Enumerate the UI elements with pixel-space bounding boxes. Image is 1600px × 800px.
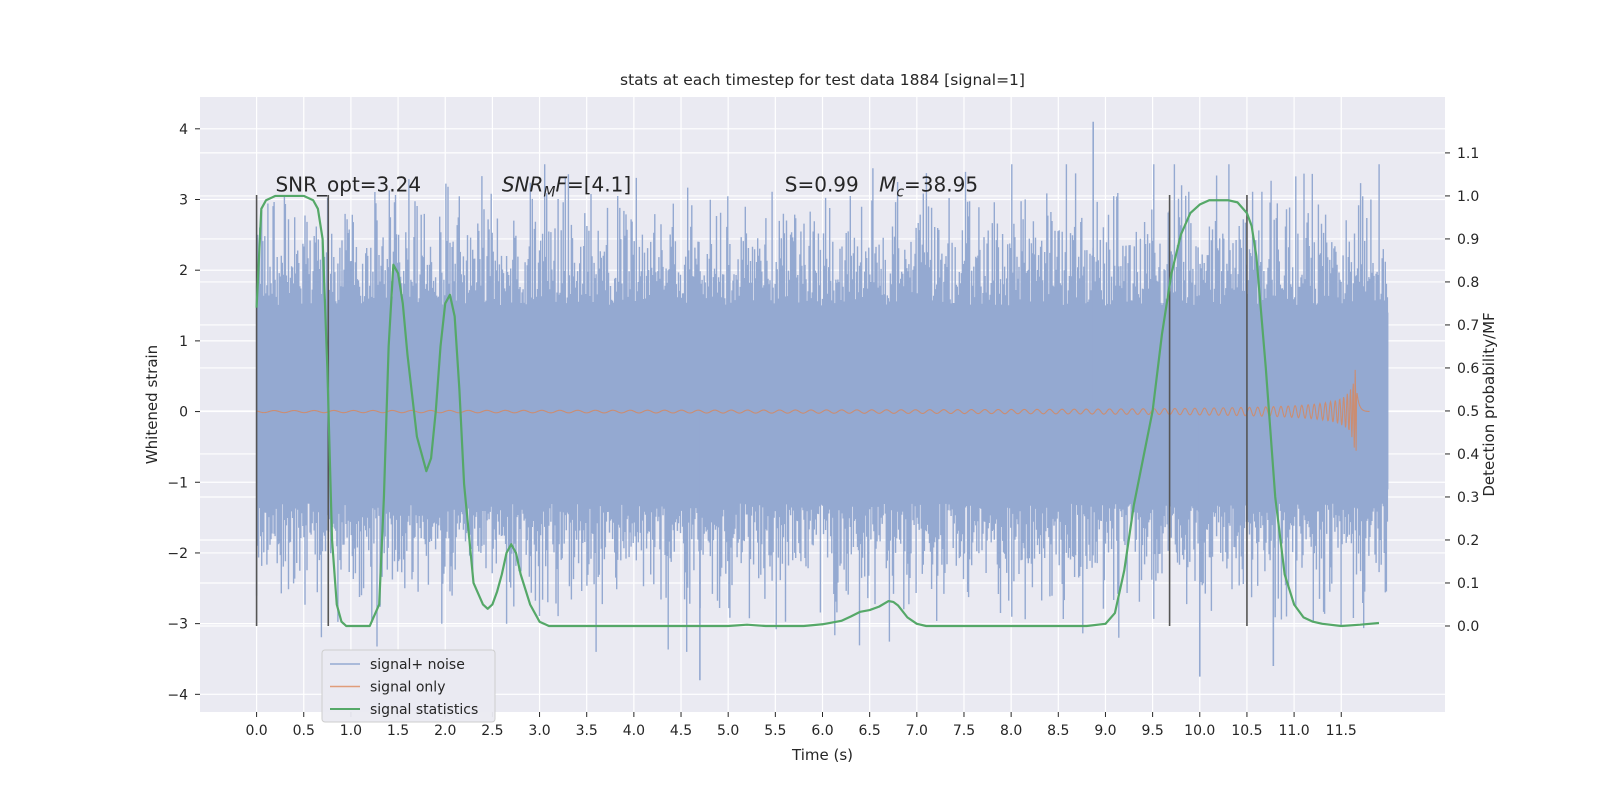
- annotation-suffix-italic: F: [555, 173, 567, 197]
- x-tick-label: 3.5: [576, 723, 598, 739]
- legend: signal+ noise signal only signal statistic…: [321, 649, 496, 723]
- x-tick-label: 10.5: [1231, 723, 1262, 739]
- x-tick-label: 6.5: [859, 723, 881, 739]
- y-right-tick-label: 0.5: [1457, 404, 1479, 420]
- y-axis-right: 0.0 0.1 0.2 0.3 0.4 0.5 0.6 0.7 0.8 0.9 1.0 1.1: [1445, 146, 1479, 635]
- x-tick-label: 7.0: [906, 723, 928, 739]
- signal-statistics-series: [255, 194, 1380, 628]
- x-tick-label: 0.5: [293, 723, 315, 739]
- legend-label: signal statistics: [370, 702, 478, 718]
- x-tick-label: 10.0: [1184, 723, 1215, 739]
- y-right-tick-label: 0.8: [1457, 275, 1479, 291]
- annotation-sub: M: [543, 185, 555, 201]
- annotation: SNRMF=[4.1]: [502, 173, 631, 201]
- y-right-tick-label: 0.3: [1457, 490, 1479, 506]
- annotation: Mc=38.95: [879, 173, 978, 201]
- signal-only-series: [256, 369, 1370, 451]
- x-tick-label: 5.5: [764, 723, 786, 739]
- x-tick-label: 3.0: [528, 723, 550, 739]
- annotation-suffix: =38.95: [904, 173, 978, 197]
- x-tick-label: 11.0: [1279, 723, 1310, 739]
- y-left-tick-label: 4: [179, 122, 188, 138]
- x-tick-label: 2.0: [434, 723, 456, 739]
- y-left-tick-label: −2: [167, 546, 188, 562]
- y-axis-right-label: Detection probability/MF: [1480, 312, 1498, 496]
- x-axis: 0.0 0.5 1.0 1.5 2.0 2.5 3.0 3.5 4.0 4.5 5.0 5.5 6.0 6…: [245, 712, 1357, 739]
- y-right-tick-label: 0.9: [1457, 232, 1479, 248]
- annotation-main: SNR_opt=3.24: [275, 173, 421, 197]
- annotation-main: S: [785, 173, 798, 197]
- annotation-main: SNR: [502, 173, 544, 197]
- legend-label: signal+ noise: [370, 657, 465, 673]
- y-right-tick-label: 0.4: [1457, 447, 1479, 463]
- signal-noise-series: [255, 121, 1389, 681]
- y-left-tick-label: −3: [167, 617, 188, 633]
- signal-only-line: [256, 369, 1370, 451]
- annotation-sub: c: [896, 185, 904, 201]
- x-tick-label: 7.5: [953, 723, 975, 739]
- x-axis-label: Time (s): [791, 746, 853, 764]
- annotation: SNR_opt=3.24: [275, 173, 421, 197]
- x-tick-label: 1.0: [340, 723, 362, 739]
- x-tick-label: 8.0: [1000, 723, 1022, 739]
- y-left-tick-label: 1: [179, 334, 188, 350]
- x-tick-label: 4.5: [670, 723, 692, 739]
- y-right-tick-label: 0.6: [1457, 361, 1479, 377]
- y-axis-left: −4 −3 −2 −1 0 1 2 3 4: [167, 122, 200, 703]
- y-right-tick-label: 0.1: [1457, 576, 1479, 592]
- annotation-suffix: =[4.1]: [567, 173, 631, 197]
- legend-label: signal only: [370, 680, 445, 696]
- x-tick-label: 1.5: [387, 723, 409, 739]
- y-right-tick-label: 1.1: [1457, 146, 1479, 162]
- y-left-tick-label: 3: [179, 193, 188, 209]
- annotations: SNR_opt=3.24 SNRMF=[4.1] S=0.99 Mc=38.95: [275, 173, 978, 201]
- chart-title: stats at each timestep for test data 188…: [620, 71, 1025, 89]
- y-right-tick-label: 0.0: [1457, 619, 1479, 635]
- x-tick-label: 8.5: [1047, 723, 1069, 739]
- y-right-tick-label: 0.2: [1457, 533, 1479, 549]
- x-tick-label: 4.0: [623, 723, 645, 739]
- legend-box: [321, 649, 496, 723]
- y-left-tick-label: 2: [179, 263, 188, 279]
- x-tick-label: 2.5: [481, 723, 503, 739]
- y-left-tick-label: −4: [167, 687, 188, 703]
- x-tick-label: 5.0: [717, 723, 739, 739]
- x-tick-label: 9.5: [1141, 723, 1163, 739]
- y-left-tick-label: −1: [167, 475, 188, 491]
- x-tick-label: 0.0: [245, 723, 267, 739]
- annotation-suffix: =0.99: [797, 173, 858, 197]
- x-tick-label: 11.5: [1326, 723, 1357, 739]
- x-tick-label: 9.0: [1094, 723, 1116, 739]
- y-right-tick-label: 1.0: [1457, 189, 1479, 205]
- y-right-tick-label: 0.7: [1457, 318, 1479, 334]
- y-axis-left-label: Whitened strain: [143, 345, 161, 464]
- x-tick-label: 6.0: [811, 723, 833, 739]
- y-left-tick-label: 0: [179, 405, 188, 421]
- signal-statistics-line: [255, 194, 1380, 628]
- annotation: S=0.99: [785, 173, 859, 197]
- annotation-main: M: [879, 173, 896, 197]
